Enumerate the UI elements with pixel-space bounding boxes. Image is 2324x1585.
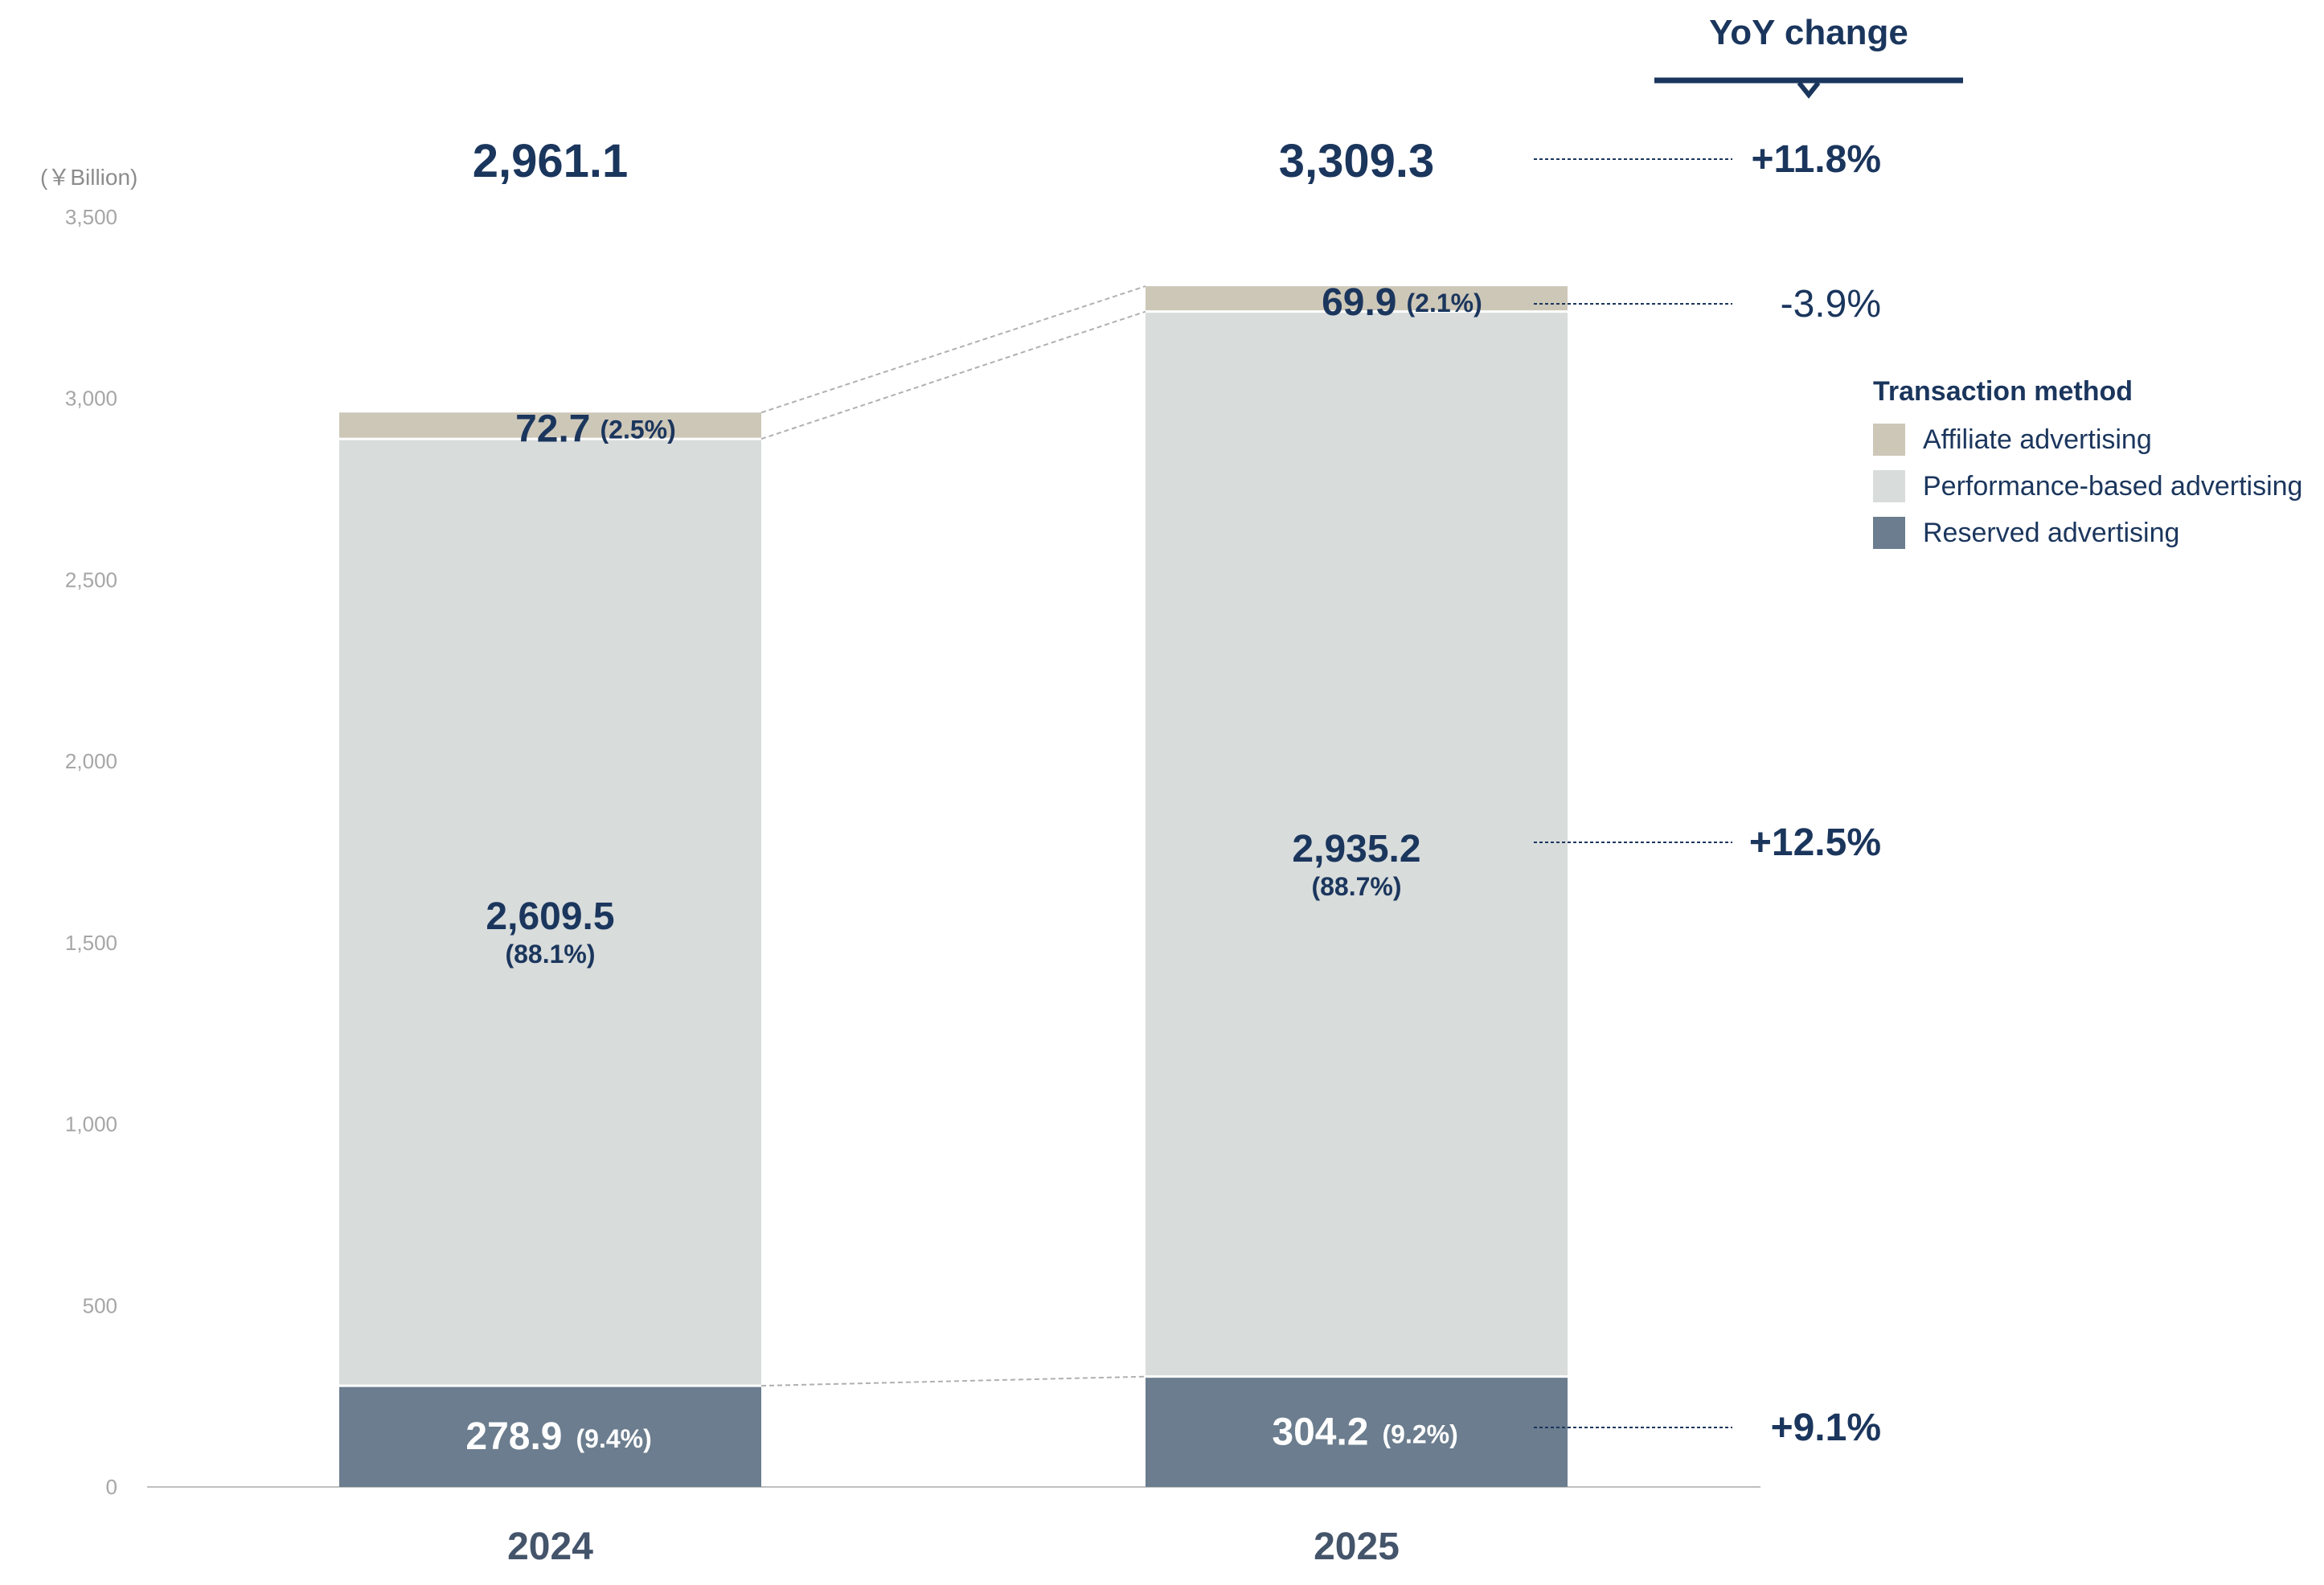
segment-pct-label: (9.4%)	[576, 1424, 652, 1453]
yoy-reserved-label: +9.1%	[1771, 1407, 1881, 1449]
category-label-2024: 2024	[507, 1526, 593, 1568]
segment-value-label: 2,609.5	[486, 895, 614, 938]
y-tick-label: 500	[83, 1293, 117, 1317]
y-tick-label: 2,500	[65, 567, 117, 592]
connector-line	[760, 285, 1146, 414]
segment-value-label: 72.7	[515, 408, 590, 451]
y-tick-label: 2,000	[65, 749, 117, 773]
segment-value-label: 304.2	[1272, 1411, 1368, 1453]
segment-pct-label: (88.7%)	[1311, 872, 1401, 901]
segment-pct-label: (88.1%)	[505, 940, 595, 969]
connector-line	[760, 1375, 1146, 1387]
segment-pct-label: (2.1%)	[1407, 289, 1482, 317]
legend-title: Transaction method	[1873, 376, 2133, 407]
y-tick-label: 3,000	[65, 387, 117, 411]
segment-pct-label: (2.5%)	[600, 416, 676, 444]
yoy-title: YoY change	[1709, 13, 1908, 52]
bar-performance-based-advertising-2024	[339, 439, 761, 1386]
legend-swatch	[1873, 517, 1905, 549]
legend-swatch	[1873, 424, 1905, 456]
category-label-2025: 2025	[1314, 1526, 1400, 1568]
bar-performance-based-advertising-2025	[1146, 311, 1568, 1377]
segment-pct-label: (9.2%)	[1383, 1419, 1458, 1448]
legend-label: Performance-based advertising	[1923, 471, 2302, 502]
total-label-2024: 2,961.1	[473, 135, 629, 187]
yoy-performance-label: +12.5%	[1749, 821, 1881, 864]
segment-value-label: 69.9	[1322, 281, 1396, 324]
bar-reserved-advertising-2024	[339, 1386, 761, 1487]
legend-label: Affiliate advertising	[1923, 424, 2152, 455]
yoy-chevron-icon	[1797, 81, 1821, 99]
legend-label: Reserved advertising	[1923, 518, 2179, 548]
total-label-2025: 3,309.3	[1279, 135, 1435, 187]
bar-affiliate-advertising-2024	[339, 412, 761, 440]
bar-affiliate-advertising-2025	[1146, 286, 1568, 312]
y-tick-label: 1,000	[65, 1112, 117, 1137]
bar-reserved-advertising-2025	[1146, 1376, 1568, 1487]
legend-swatch	[1873, 470, 1905, 502]
yoy-affiliate-label: -3.9%	[1781, 283, 1881, 326]
segment-value-label: 278.9	[465, 1415, 562, 1458]
yoy-total-label: +11.8%	[1752, 138, 1881, 181]
y-tick-label: 3,500	[65, 205, 117, 229]
segment-value-label: 2,935.2	[1292, 828, 1420, 870]
connector-line	[760, 310, 1146, 440]
y-tick-label: 1,500	[65, 931, 117, 955]
y-tick-label: 0	[106, 1475, 117, 1499]
unit-label: (￥Billion)	[40, 165, 137, 190]
